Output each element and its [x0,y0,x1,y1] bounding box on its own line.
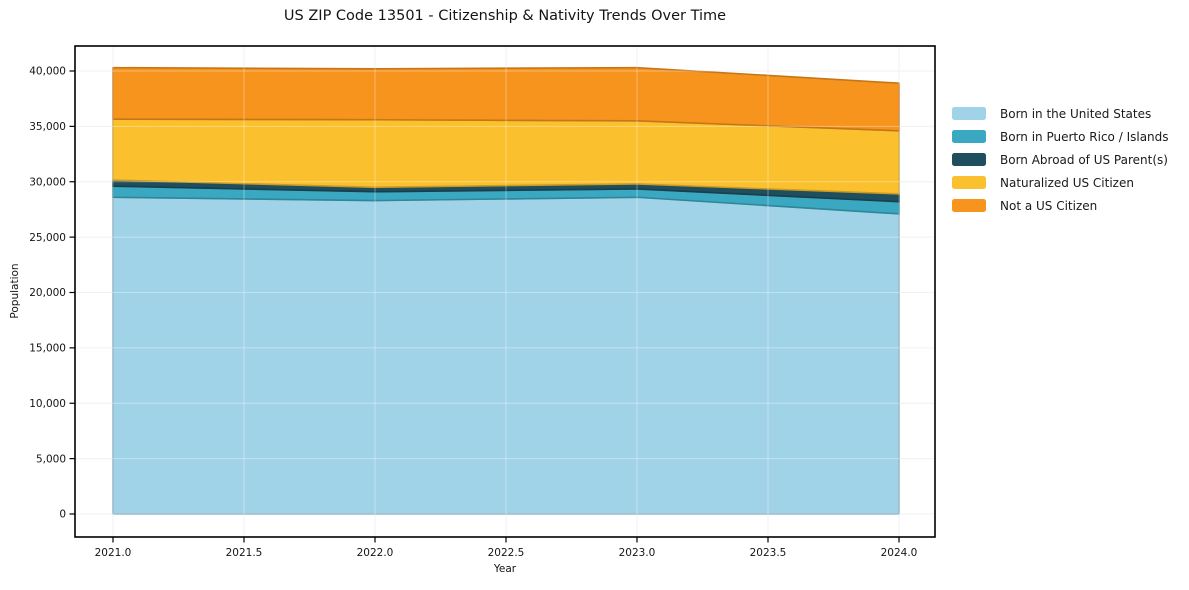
y-tick-label: 25,000 [29,232,66,244]
x-tick-label: 2023.0 [619,547,656,559]
y-tick-label: 5,000 [36,453,66,465]
legend-swatch-icon [952,199,986,212]
legend: Born in the United States Born in Puerto … [952,106,1169,213]
y-tick-label: 0 [59,509,66,521]
legend-swatch-icon [952,176,986,189]
area-not-a-us-citizen [112,66,900,132]
legend-swatch-icon [952,153,986,166]
legend-label: Born in the United States [1000,106,1152,121]
legend-label: Naturalized US Citizen [1000,175,1134,190]
axis-ticks [69,70,900,543]
y-tick-label: 10,000 [29,398,66,410]
x-tick-label: 2021.5 [226,547,263,559]
legend-item: Born in the United States [952,106,1169,121]
x-tick-label: 2024.0 [881,547,918,559]
x-tick-label: 2021.0 [95,547,132,559]
x-axis-label: Year [493,563,517,575]
plot-border [74,45,936,538]
legend-swatch-icon [952,107,986,120]
y-axis-label: Population [9,263,21,319]
y-tick-label: 30,000 [29,176,66,188]
x-tick-label: 2022.5 [488,547,525,559]
legend-label: Born Abroad of US Parent(s) [1000,152,1168,167]
x-tick-label: 2022.0 [357,547,394,559]
x-tick-label: 2023.5 [750,547,787,559]
legend-item: Naturalized US Citizen [952,175,1169,190]
y-tick-label: 15,000 [29,343,66,355]
tick-labels: 2021.0 2021.5 2022.0 2022.5 2023.0 2023.5 2024… [29,66,917,559]
legend-label: Born in Puerto Rico / Islands [1000,129,1169,144]
legend-item: Born Abroad of US Parent(s) [952,152,1169,167]
y-tick-label: 40,000 [29,66,66,78]
legend-swatch-icon [952,130,986,143]
legend-label: Not a US Citizen [1000,198,1098,213]
grid-overlay [75,46,935,537]
legend-item: Born in Puerto Rico / Islands [952,129,1169,144]
legend-item: Not a US Citizen [952,198,1169,213]
y-tick-label: 20,000 [29,287,66,299]
y-tick-label: 35,000 [29,121,66,133]
area-bands [112,66,900,515]
chart-title: US ZIP Code 13501 - Citizenship & Nativi… [283,8,727,24]
